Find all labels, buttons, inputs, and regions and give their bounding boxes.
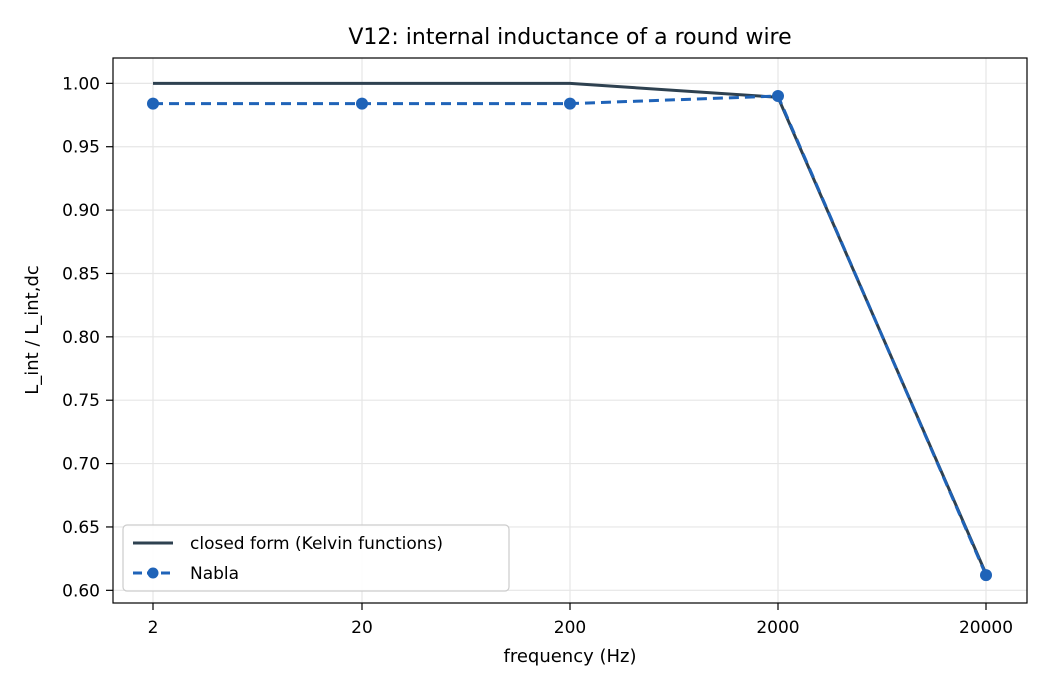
x-tick-label: 200	[554, 618, 586, 638]
y-tick-label: 0.65	[62, 518, 100, 538]
y-tick-label: 1.00	[62, 74, 100, 94]
data-point-nabla	[980, 569, 992, 582]
x-tick-label: 20000	[959, 618, 1013, 638]
y-tick-label: 0.75	[62, 391, 100, 411]
x-axis-label: frequency (Hz)	[503, 646, 636, 667]
data-point-nabla	[564, 97, 576, 110]
x-tick-label: 20	[351, 618, 373, 638]
y-tick-label: 0.80	[62, 328, 100, 348]
legend-marker-nabla	[147, 567, 159, 579]
y-tick-label: 0.90	[62, 201, 100, 221]
series-layer	[147, 81, 992, 582]
legend: closed form (Kelvin functions) Nabla	[122, 524, 510, 592]
y-tick-label: 0.70	[62, 455, 100, 475]
x-tick-label: 2	[148, 618, 159, 638]
y-axis-label: L_int / L_int,dc	[22, 265, 43, 395]
data-point-nabla	[772, 90, 784, 103]
y-tick-label: 0.60	[62, 581, 100, 601]
data-point-nabla	[356, 97, 368, 110]
x-tick-label: 2000	[756, 618, 799, 638]
axis-layer: 2 20 200 2000 20000 0.60 0.65 0.70 0.75 0.80 0.85 0…	[62, 74, 1013, 638]
legend-label-closed-form: closed form (Kelvin functions)	[190, 534, 443, 554]
series-line-closed-form	[153, 81, 988, 575]
grid-layer	[113, 58, 1027, 603]
y-tick-label: 0.85	[62, 264, 100, 284]
legend-box	[122, 524, 510, 592]
chart-title: V12: internal inductance of a round wire	[348, 25, 791, 50]
legend-label-nabla: Nabla	[190, 564, 239, 584]
y-tick-label: 0.95	[62, 138, 100, 158]
data-point-nabla	[147, 97, 159, 110]
